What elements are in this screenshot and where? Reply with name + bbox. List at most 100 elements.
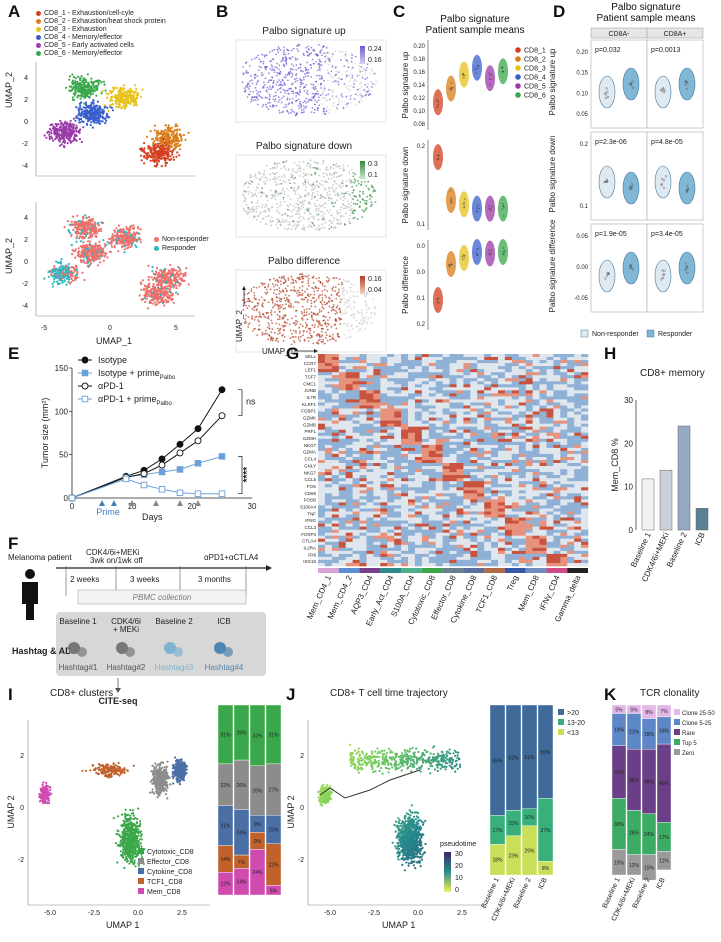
umap-point (299, 170, 302, 173)
umap-point (132, 236, 135, 239)
umap-point (359, 92, 362, 95)
umap-point (329, 167, 332, 170)
umap-point (338, 99, 341, 102)
umap-point (352, 81, 355, 83)
umap-point (337, 333, 340, 335)
umap-point (263, 170, 266, 172)
umap-point (321, 48, 324, 51)
umap-point (98, 122, 101, 125)
umap-point (324, 303, 327, 306)
umap-point (367, 88, 370, 90)
umap-point (65, 86, 68, 89)
umap-point (321, 54, 323, 57)
umap-point (361, 96, 364, 98)
umap-point (122, 95, 125, 98)
umap-point (309, 166, 311, 169)
umap-point (94, 232, 97, 235)
umap-point (272, 301, 274, 304)
umap-point (278, 112, 281, 114)
umap-point (280, 101, 283, 104)
y-tick: 0 (24, 119, 28, 126)
umap-point (87, 90, 90, 93)
umap-point (317, 218, 320, 221)
umap-point (287, 49, 290, 52)
umap-point (323, 301, 326, 303)
umap-point (161, 287, 164, 290)
umap-point (129, 93, 132, 96)
umap-point (247, 208, 250, 211)
umap-point (299, 89, 301, 91)
umap-point (274, 193, 277, 196)
umap-point (270, 309, 273, 312)
umap-point (324, 52, 327, 55)
umap-point (322, 91, 324, 94)
umap-point (164, 267, 167, 271)
umap-point (153, 124, 156, 127)
umap-point (91, 126, 94, 129)
umap-point (281, 84, 284, 87)
umap-point (340, 174, 343, 177)
umap-point (312, 86, 315, 89)
umap-point (328, 224, 331, 227)
umap-point (77, 107, 80, 110)
umap-point (110, 245, 114, 248)
umap-point (123, 107, 126, 110)
umap-point (359, 327, 361, 330)
umap-point (325, 280, 328, 282)
umap-point (134, 244, 137, 247)
umap-point (74, 220, 77, 223)
umap-point (68, 231, 72, 234)
umap-point (363, 199, 366, 202)
umap-point (160, 269, 163, 273)
umap-point (277, 333, 279, 335)
umap-point (288, 294, 291, 297)
umap-point (178, 154, 181, 157)
umap-point (330, 299, 333, 302)
umap-point (286, 297, 288, 299)
umap-point (372, 298, 375, 300)
umap-point (347, 300, 350, 303)
umap-point (336, 210, 339, 212)
legend-dot (36, 35, 41, 40)
umap-point (337, 77, 339, 80)
umap-point (310, 305, 313, 308)
umap-point (248, 305, 251, 307)
umap-point (46, 131, 49, 134)
umap-point (297, 277, 300, 279)
umap-point (99, 107, 102, 110)
umap-point (299, 215, 302, 218)
umap-point (327, 63, 330, 66)
umap-point (331, 287, 333, 290)
umap-point (284, 294, 287, 296)
umap-point (292, 168, 294, 170)
umap-point (326, 191, 329, 194)
umap-point (92, 112, 95, 115)
umap-point (335, 187, 338, 189)
umap-point (298, 213, 301, 215)
umap-point (58, 272, 61, 275)
umap-point (84, 235, 87, 238)
umap-point (308, 327, 311, 330)
umap-point (60, 122, 63, 125)
umap-point (294, 57, 297, 60)
umap-point (125, 228, 128, 231)
umap-point (277, 51, 280, 54)
umap-point (99, 229, 103, 232)
umap-point (81, 271, 84, 274)
umap-point (356, 199, 359, 202)
umap-point (325, 296, 328, 299)
umap-point (283, 297, 286, 299)
umap-point (71, 266, 74, 269)
umap-point (253, 294, 256, 297)
umap-point (242, 193, 245, 196)
umap-point (95, 232, 99, 235)
umap-point (307, 193, 310, 196)
umap-point (321, 306, 324, 309)
umap-point (345, 302, 348, 305)
umap-point (276, 74, 278, 77)
umap-point (350, 60, 353, 63)
umap-point (270, 216, 273, 219)
umap-point (90, 101, 93, 104)
umap-point (275, 337, 278, 340)
umap-point (270, 60, 273, 62)
